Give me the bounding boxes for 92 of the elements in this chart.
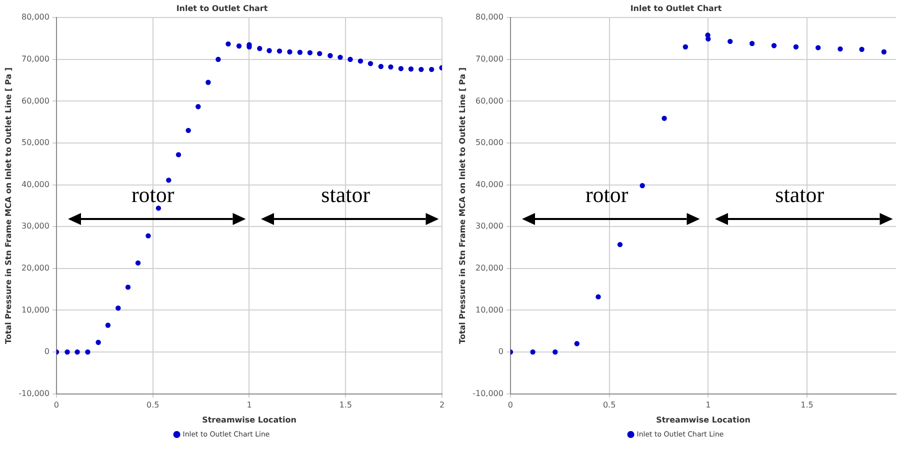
point [85,349,90,355]
point [398,66,404,72]
point [166,178,172,183]
point [816,45,821,50]
point [408,66,414,72]
point [552,349,558,355]
point [307,50,313,56]
point [105,322,111,328]
point [749,40,755,46]
point [838,46,843,52]
point [388,64,394,70]
point [428,66,434,72]
annotation: rotor [131,182,175,208]
y-axis-title: Total Pressure in Stn Frame MCA on Inlet to Outlet Line [ Pa ] [458,67,467,344]
point [881,49,887,54]
y-tick-label: 70,000 [475,54,504,64]
point [196,104,201,110]
y-tick-label: 50,000 [21,138,50,148]
y-tick-label: 80,000 [475,12,504,22]
point [682,44,688,50]
point [206,80,211,85]
y-tick-label: 60,000 [475,96,504,106]
y-tick-label: 80,000 [21,12,50,22]
point [297,50,303,55]
y-tick-label: 30,000 [475,222,504,231]
point [116,306,121,311]
point [859,46,864,52]
point [257,46,262,52]
point [368,60,374,66]
point [574,341,580,346]
point [706,36,711,42]
x-tick-label: 0.5 [602,400,616,410]
y-tick-label: 30,000 [21,222,50,231]
point [596,294,601,300]
x-tick-label: 0 [54,400,60,410]
x-tick-label: 1 [246,400,252,410]
point [226,41,231,47]
y-tick-label: 40,000 [21,180,50,189]
point [156,206,162,211]
y-tick-label: 40,000 [475,180,504,189]
point [176,152,182,158]
point [276,48,282,54]
x-tick-label: 1.5 [800,400,814,410]
annotation: stator [321,182,371,208]
point [287,49,292,54]
annotation: rotor [585,182,629,208]
point [328,53,333,58]
x-tick-label: 1 [706,400,711,410]
x-tick-label: 1.5 [339,400,352,410]
point [640,183,645,188]
point [662,116,667,121]
y-tick-label: -10,000 [18,388,50,398]
y-tick-label: 20,000 [475,263,504,272]
y-tick-label: 70,000 [21,54,50,64]
point [418,66,424,72]
point [617,242,623,248]
point [728,38,733,44]
y-tick-label: 10,000 [475,305,504,314]
x-axis-title: Streamwise Location [656,415,751,424]
point [348,56,353,62]
chart-title: Inlet to Outlet Chart [176,4,268,13]
point [74,349,80,355]
x-tick-label: 0.5 [146,400,160,410]
point [236,43,242,49]
x-tick-label: 0 [508,400,514,410]
point [125,284,131,290]
y-tick-label: 20,000 [21,263,50,272]
point [266,48,272,54]
annotation: stator [775,182,825,208]
point [771,43,777,48]
point [378,64,384,70]
point [316,50,322,56]
y-tick-label: 0 [44,347,50,356]
point [186,128,191,134]
x-tick-label: 2 [439,400,445,410]
y-tick-label: 10,000 [21,305,50,314]
point [146,233,151,238]
y-tick-label: 0 [498,347,504,356]
point [64,349,70,355]
y-tick-label: 50,000 [475,138,504,148]
x-axis-title: Streamwise Location [202,415,297,424]
point [338,54,343,60]
y-axis-title: Total Pressure in Stn Frame MCA on Inlet to Outlet Line [ Pa ] [4,67,13,344]
y-tick-label: -10,000 [472,388,504,398]
point [216,56,221,62]
point [358,58,364,64]
point [793,44,799,50]
point [530,349,536,355]
point [135,260,141,266]
point [96,340,101,345]
chart-title: Inlet to Outlet Chart [630,4,722,13]
y-tick-label: 60,000 [21,96,50,106]
